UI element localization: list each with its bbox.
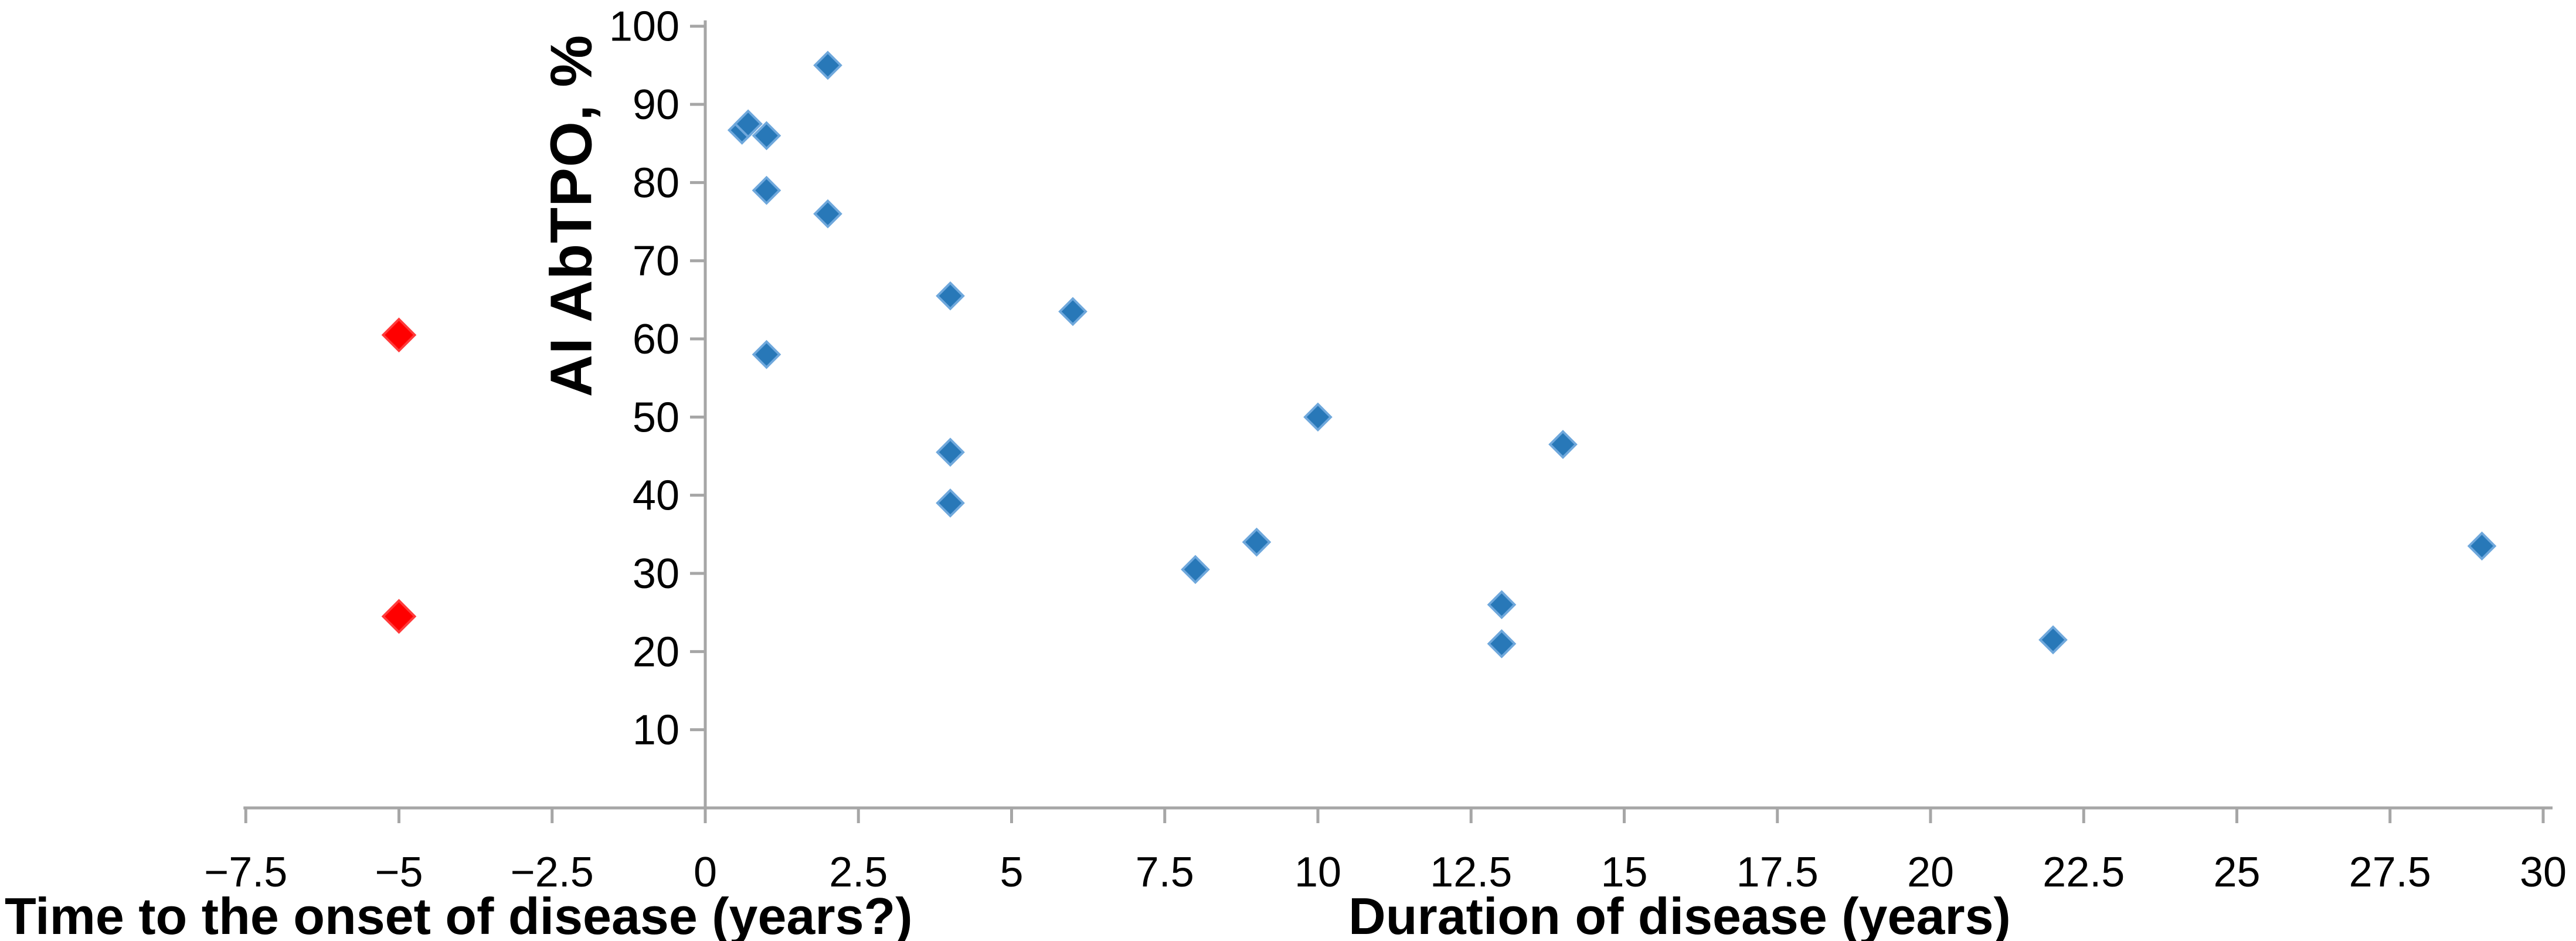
data-point-blue-diamonds (813, 50, 842, 80)
data-point-blue-diamonds (1548, 430, 1578, 459)
data-point-blue-diamonds (733, 109, 763, 139)
data-point-blue-diamonds (1303, 402, 1333, 432)
x-tick-label: 0 (694, 849, 717, 896)
data-point-blue-diamonds (1058, 297, 1088, 327)
x-axis-title-right: Duration of disease (years) (1348, 887, 2011, 941)
data-point-red-diamonds (381, 317, 417, 353)
data-point-blue-diamonds (752, 121, 781, 151)
y-axis-title: AI AbTPO, % (538, 34, 604, 398)
y-tick-label: 50 (633, 394, 679, 441)
x-tick-label: −5 (375, 849, 423, 896)
x-axis-title-left: Time to the onset of disease (years?) (5, 887, 913, 941)
y-tick-label: 80 (633, 159, 679, 206)
x-tick-label: 7.5 (1136, 849, 1194, 896)
x-tick-label: 20 (1907, 849, 1954, 896)
series-blue-diamonds (727, 50, 2497, 658)
y-axis: 10 20 30 40 50 60 70 80 90 100 (609, 4, 707, 809)
data-point-blue-diamonds (752, 175, 781, 205)
x-tick-label: 2.5 (829, 849, 888, 896)
x-tick-label: 25 (2213, 849, 2260, 896)
x-tick-label: 12.5 (1430, 849, 1512, 896)
data-point-blue-diamonds (1487, 590, 1517, 620)
y-tick-label: 100 (609, 4, 679, 50)
data-point-blue-diamonds (752, 339, 781, 369)
x-tick-label: 27.5 (2349, 849, 2431, 896)
x-tick-label: 10 (1294, 849, 1341, 896)
data-point-blue-diamonds (2467, 531, 2497, 561)
y-tick-label: 40 (633, 473, 679, 519)
data-point-blue-diamonds (936, 281, 965, 311)
data-point-blue-diamonds (936, 437, 965, 467)
data-point-blue-diamonds (1487, 629, 1517, 658)
x-tick-label: 5 (1000, 849, 1023, 896)
x-tick-label: 17.5 (1736, 849, 1819, 896)
y-tick-label: 30 (633, 551, 679, 597)
data-point-blue-diamonds (1181, 555, 1210, 585)
y-tick-label: 10 (633, 707, 679, 754)
y-tick-label: 20 (633, 629, 679, 675)
x-tick-label: 15 (1600, 849, 1647, 896)
x-axis: −7.5 −5 −2.5 0 2.5 5 7.5 10 12.5 15 17.5 20 22.5 25 27… (204, 806, 2567, 896)
x-tick-label: 22.5 (2043, 849, 2125, 896)
x-tick-label: −2.5 (511, 849, 594, 896)
x-tick-label: −7.5 (204, 849, 287, 896)
y-tick-label: 60 (633, 316, 679, 363)
y-tick-label: 70 (633, 238, 679, 285)
data-point-blue-diamonds (936, 488, 965, 518)
y-tick-label: 90 (633, 81, 679, 128)
data-point-red-diamonds (381, 599, 417, 634)
x-tick-label: 30 (2520, 849, 2567, 896)
data-point-blue-diamonds (2038, 625, 2068, 655)
data-point-blue-diamonds (1242, 527, 1272, 557)
data-point-blue-diamonds (813, 199, 842, 229)
series-red-diamonds (381, 317, 417, 634)
